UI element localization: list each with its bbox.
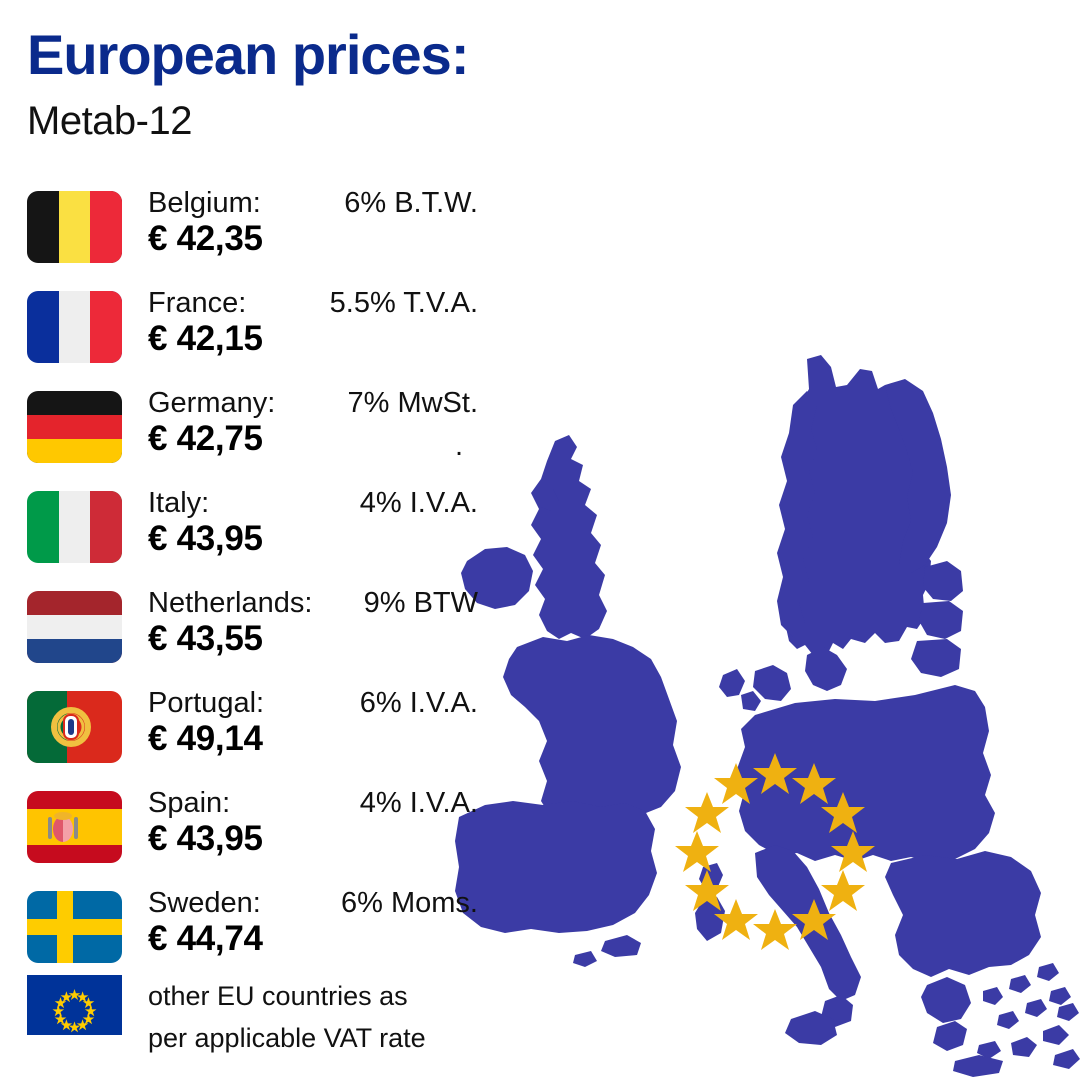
- netherlands-flag-icon: [27, 591, 122, 663]
- spain-flag-icon: [27, 791, 122, 863]
- star: [675, 831, 719, 872]
- price-row-netherlands[interactable]: Netherlands: 9% BTW € 43,55: [0, 579, 500, 679]
- vat-rate-label: 6% B.T.W.: [344, 187, 478, 219]
- star: [831, 831, 875, 872]
- vat-rate-label: 4% I.V.A.: [359, 787, 478, 819]
- price-list: Belgium: 6% B.T.W. € 42,35 France: 5.5% …: [0, 0, 500, 1080]
- footnote-text: other EU countries as per applicable VAT…: [148, 975, 488, 1059]
- price-value: € 44,74: [148, 919, 263, 958]
- row-line-1: Spain: 4% I.V.A.: [148, 787, 478, 821]
- italy-flag-icon: [27, 491, 122, 563]
- belgium-flag-icon: [27, 191, 122, 263]
- price-value: € 43,95: [148, 519, 263, 558]
- page-title: European prices:: [27, 23, 469, 86]
- row-line-1: Netherlands: 9% BTW: [148, 587, 478, 621]
- vat-rate-label: 7% MwSt.: [347, 387, 478, 419]
- star: [753, 753, 797, 794]
- star: [821, 792, 865, 833]
- row-line-1: Italy: 4% I.V.A.: [148, 487, 478, 521]
- price-value: € 43,55: [148, 619, 263, 658]
- eu-flag-icon: [27, 975, 122, 1035]
- price-row-italy[interactable]: Italy: 4% I.V.A. € 43,95: [0, 479, 500, 579]
- country-label: Italy:: [148, 487, 210, 519]
- france-flag-icon: [27, 291, 122, 363]
- price-row-spain[interactable]: Spain: 4% I.V.A. € 43,95: [0, 779, 500, 879]
- price-value: € 49,14: [148, 719, 263, 758]
- sweden-flag-icon: [27, 891, 122, 963]
- price-value: € 43,95: [148, 819, 263, 858]
- product-name: Metab-12: [27, 99, 192, 143]
- country-label: France:: [148, 287, 247, 319]
- price-value: € 42,15: [148, 319, 263, 358]
- europe-map: [455, 355, 1080, 1080]
- vat-rate-label: 6% Moms.: [341, 887, 478, 919]
- price-value: € 42,35: [148, 219, 263, 258]
- star: [792, 763, 836, 804]
- footnote-line-2: per applicable VAT rate: [148, 1023, 426, 1053]
- country-label: Netherlands:: [148, 587, 313, 619]
- country-label: Spain:: [148, 787, 231, 819]
- portugal-flag-icon: [27, 691, 122, 763]
- vat-rate-label: 4% I.V.A.: [359, 487, 478, 519]
- vat-rate-label: 9% BTW: [363, 587, 478, 619]
- price-row-germany[interactable]: Germany: 7% MwSt. € 42,75: [0, 379, 500, 479]
- row-line-1: Belgium: 6% B.T.W.: [148, 187, 478, 221]
- country-label: Belgium:: [148, 187, 261, 219]
- row-line-1: France: 5.5% T.V.A.: [148, 287, 478, 321]
- vat-rate-label: 5.5% T.V.A.: [329, 287, 478, 319]
- star: [685, 870, 729, 911]
- germany-flag-icon: [27, 391, 122, 463]
- star: [821, 870, 865, 911]
- price-row-belgium[interactable]: Belgium: 6% B.T.W. € 42,35: [0, 179, 500, 279]
- country-label: Germany:: [148, 387, 276, 419]
- footnote-line-1: other EU countries as: [148, 981, 408, 1011]
- europe-landmass: [455, 355, 1080, 1077]
- country-label: Portugal:: [148, 687, 265, 719]
- star: [685, 792, 729, 833]
- star: [714, 899, 758, 940]
- row-line-1: Portugal: 6% I.V.A.: [148, 687, 478, 721]
- star: [714, 763, 758, 804]
- eu-star-circle: [675, 753, 875, 950]
- price-row-other-eu[interactable]: other EU countries as per applicable VAT…: [0, 970, 500, 1080]
- row-line-1: Sweden: 6% Moms.: [148, 887, 478, 921]
- country-label: Sweden:: [148, 887, 261, 919]
- price-row-portugal[interactable]: Portugal: 6% I.V.A. € 49,14: [0, 679, 500, 779]
- price-value: € 42,75: [148, 419, 263, 458]
- price-row-france[interactable]: France: 5.5% T.V.A. € 42,15: [0, 279, 500, 379]
- vat-rate-label: 6% I.V.A.: [359, 687, 478, 719]
- row-line-1: Germany: 7% MwSt.: [148, 387, 478, 421]
- star: [753, 909, 797, 950]
- star: [792, 899, 836, 940]
- stray-punctuation-mark: .: [455, 430, 464, 462]
- price-row-sweden[interactable]: Sweden: 6% Moms. € 44,74: [0, 879, 500, 979]
